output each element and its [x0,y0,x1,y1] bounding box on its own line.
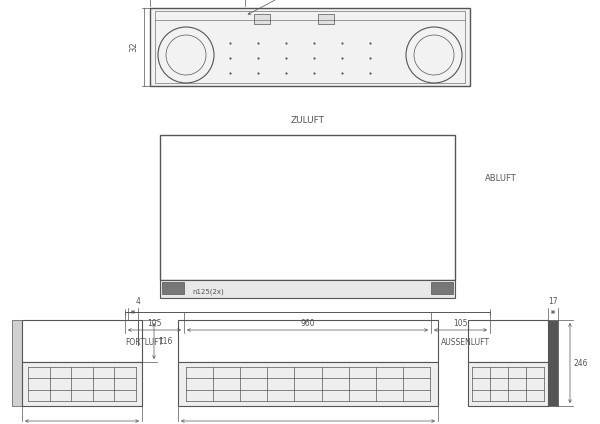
Bar [548,320,558,406]
Text: FORTLUFT: FORTLUFT [125,338,163,347]
Bar [22,362,142,406]
Bar [178,362,438,406]
Bar [468,320,548,362]
Text: 17: 17 [548,297,558,306]
Bar [318,14,334,24]
Bar [150,8,470,86]
Text: 105: 105 [453,319,468,328]
Bar [12,320,22,406]
Bar [431,282,453,294]
Bar [162,282,184,294]
Bar [178,320,438,362]
Text: ABLUFT: ABLUFT [485,174,517,183]
Text: 960: 960 [300,319,315,328]
Text: 105: 105 [147,319,162,328]
Text: 32: 32 [129,42,138,52]
Bar [160,280,455,298]
Text: AUSSENLUFT: AUSSENLUFT [441,338,490,347]
Text: 116: 116 [158,337,172,346]
Bar [160,135,455,280]
Text: n125(2x): n125(2x) [192,288,224,295]
Bar [155,11,465,83]
Text: 4: 4 [136,297,141,306]
Text: ZULUFT: ZULUFT [290,116,325,125]
Text: 246: 246 [574,359,589,368]
Bar [254,14,270,24]
Bar [468,362,548,406]
Bar [22,320,142,362]
